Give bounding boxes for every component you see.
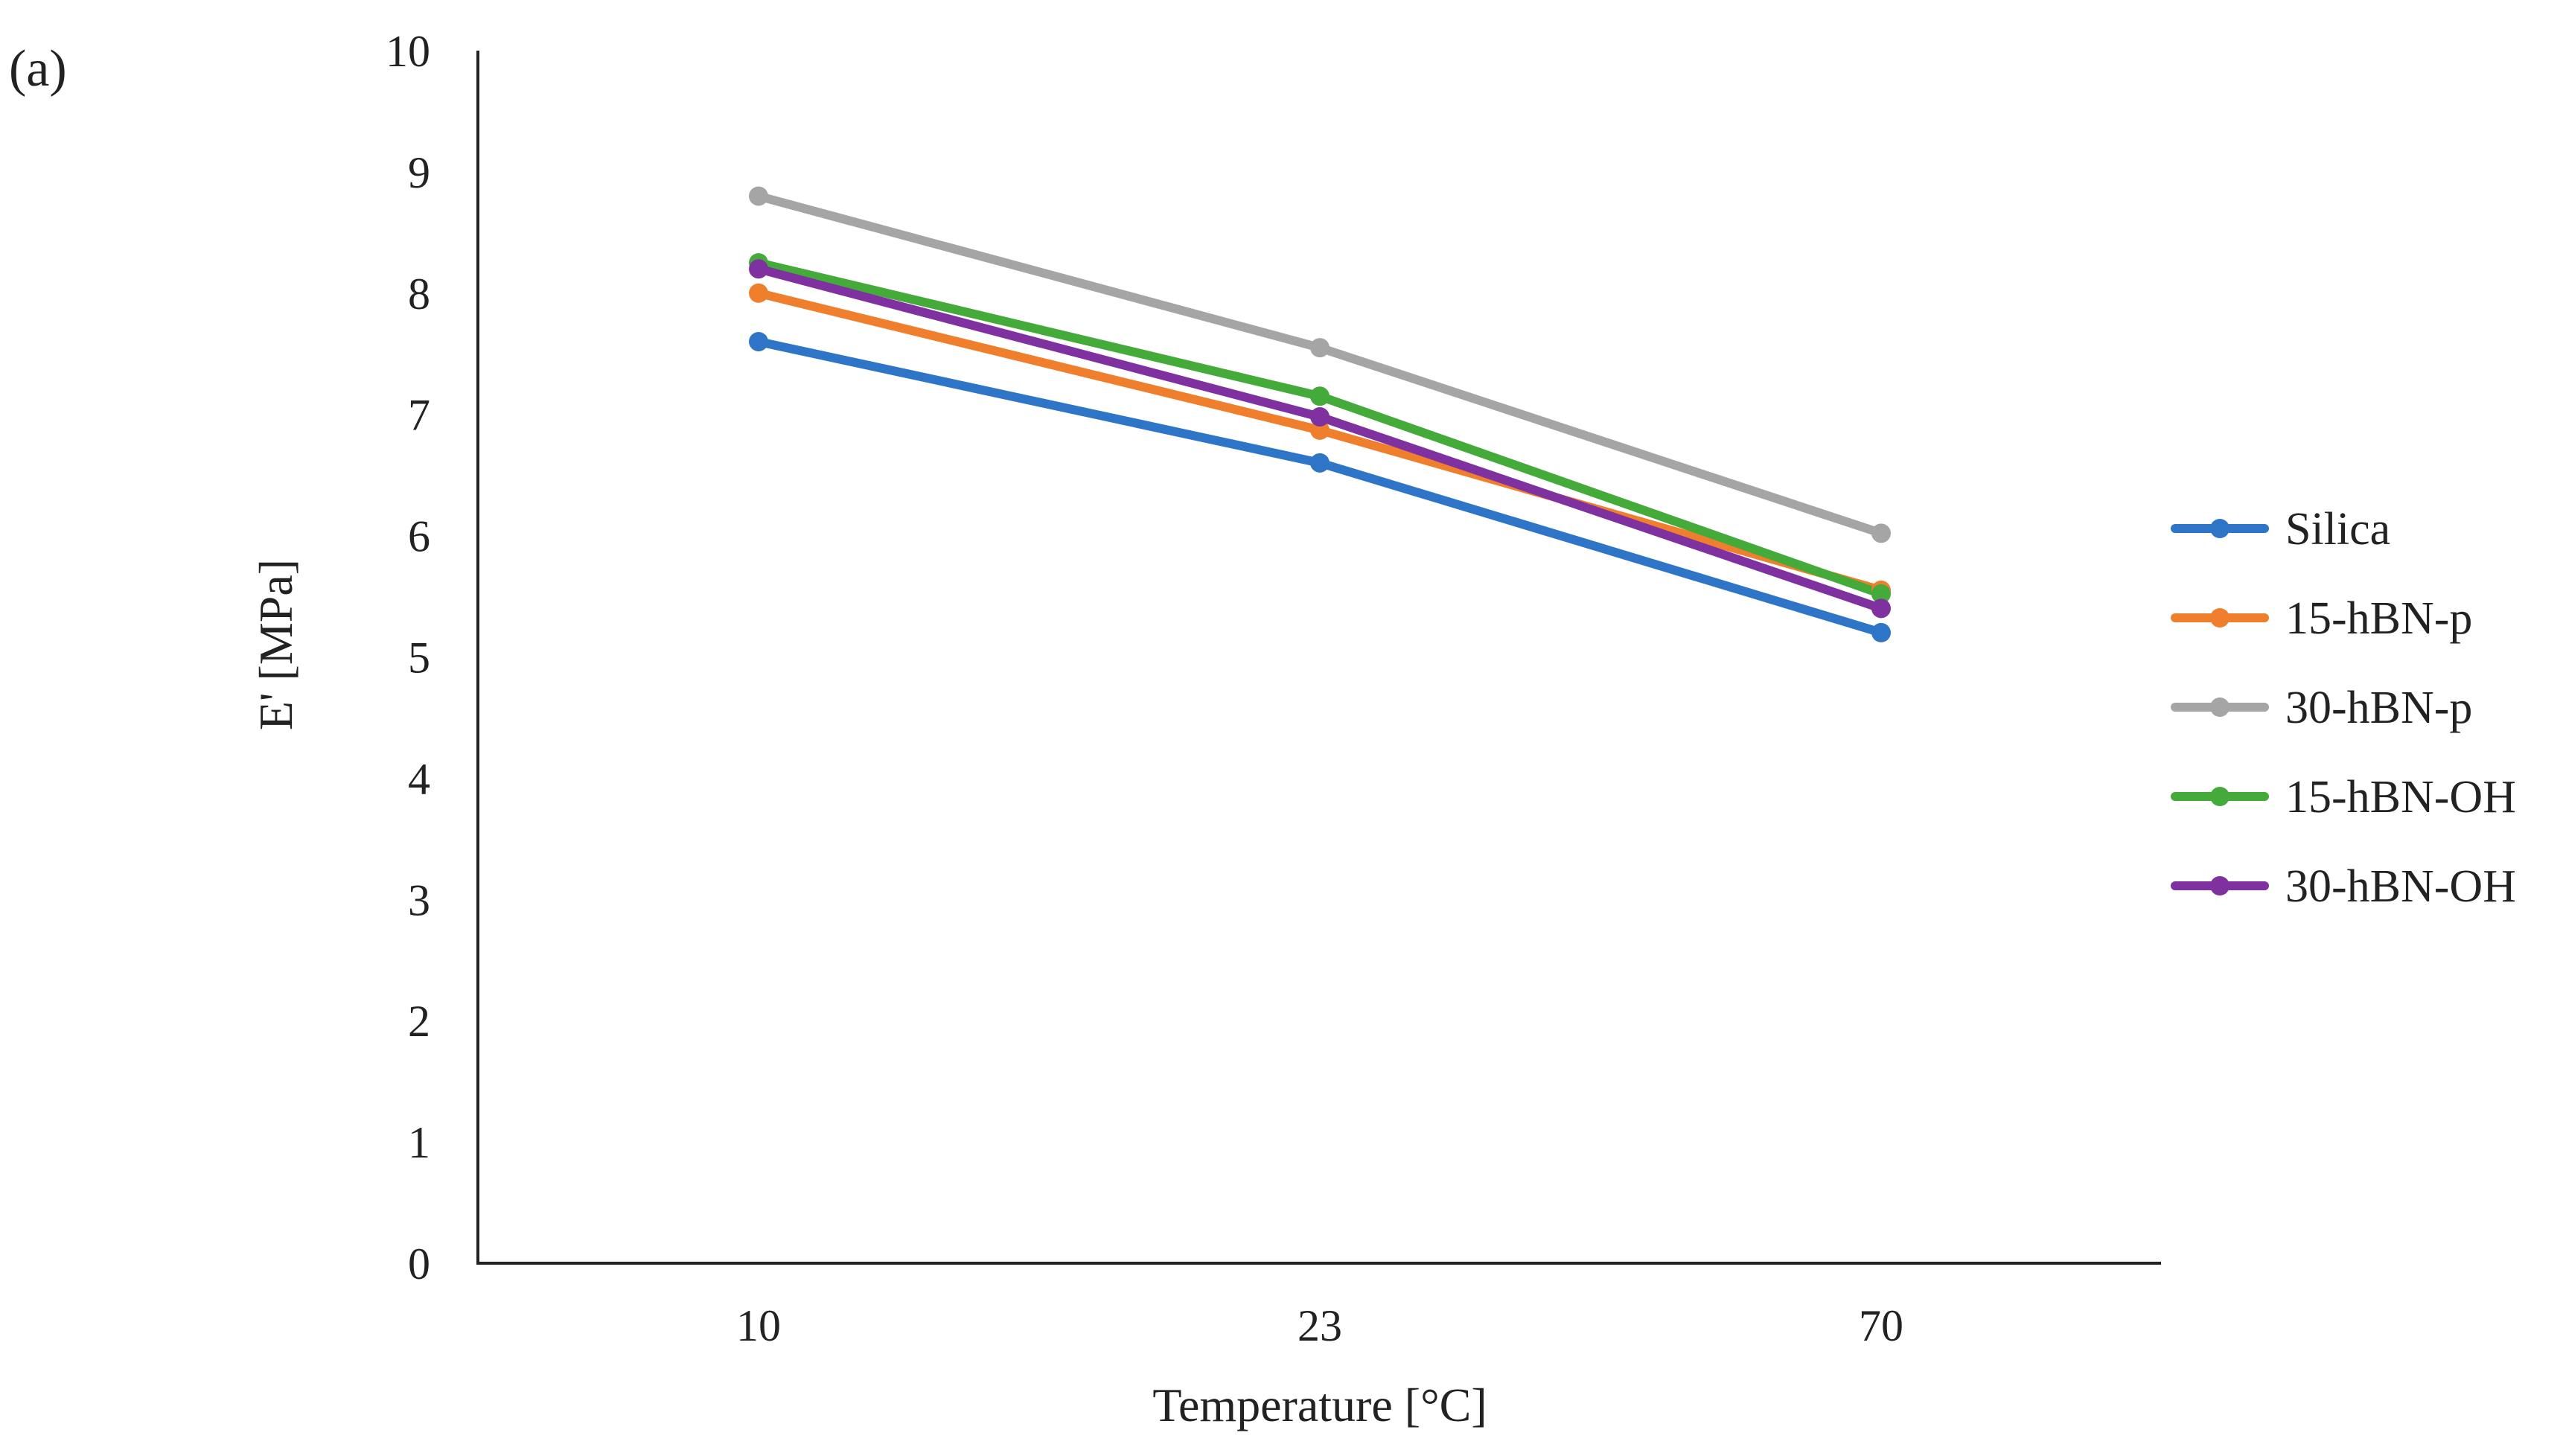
series-line-30-hbn-p xyxy=(754,191,1886,538)
y-tick-label: 2 xyxy=(408,997,430,1046)
legend: Silica 15-hBN-p 30-hBN-p 15-hBN-OH 30-hBN-OH xyxy=(2171,504,2516,912)
data-point-silica xyxy=(1310,453,1330,473)
legend-label: 15-hBN-p xyxy=(2285,593,2472,644)
data-point-15-hbn-oh xyxy=(1310,386,1330,406)
y-tick-label: 9 xyxy=(408,148,430,197)
data-point-30-hbn-p xyxy=(1871,523,1891,543)
y-tick-label: 0 xyxy=(408,1239,430,1289)
axes xyxy=(476,51,2161,1265)
data-point-silica xyxy=(749,331,768,351)
legend-item-30-hbn-p: 30-hBN-p xyxy=(2171,683,2472,733)
legend-item-30-hbn-oh: 30-hBN-OH xyxy=(2171,861,2516,912)
y-tick-label: 6 xyxy=(408,512,430,561)
legend-label: 30-hBN-p xyxy=(2285,683,2472,733)
data-point-15-hbn-p xyxy=(1310,420,1330,440)
y-axis-title: E' [MPa] xyxy=(249,559,302,730)
legend-label: Silica xyxy=(2285,504,2390,555)
data-point-silica xyxy=(1871,622,1891,642)
data-point-30-hbn-p xyxy=(1310,338,1330,358)
legend-swatch-marker xyxy=(2210,608,2230,628)
data-point-30-hbn-p xyxy=(749,186,768,206)
legend-item-silica: Silica xyxy=(2171,504,2390,555)
y-tick-label: 7 xyxy=(408,391,430,440)
legend-swatch-marker xyxy=(2210,787,2230,806)
y-tick-label: 5 xyxy=(408,633,430,683)
panel-label: (a) xyxy=(9,40,67,98)
legend-label: 30-hBN-OH xyxy=(2285,861,2516,912)
x-tick-label: 70 xyxy=(1859,1301,1903,1350)
y-tick-labels: 0 1 2 3 4 5 6 7 8 9 10 xyxy=(386,27,430,1289)
legend-item-15-hbn-p: 15-hBN-p xyxy=(2171,593,2472,644)
data-point-30-hbn-oh xyxy=(1871,598,1891,619)
data-point-15-hbn-p xyxy=(749,283,768,303)
y-tick-label: 10 xyxy=(386,27,430,76)
series-points xyxy=(749,186,1891,642)
legend-swatch-marker xyxy=(2210,519,2230,538)
series-line-15-hbn-p xyxy=(754,288,1886,595)
legend-item-15-hbn-oh: 15-hBN-OH xyxy=(2171,772,2516,823)
legend-label: 15-hBN-OH xyxy=(2285,772,2516,823)
data-point-30-hbn-oh xyxy=(1310,406,1330,427)
y-tick-label: 8 xyxy=(408,269,430,319)
x-axis-title: Temperature [°C] xyxy=(1152,1379,1487,1431)
x-tick-label: 10 xyxy=(736,1301,781,1350)
data-point-30-hbn-oh xyxy=(749,259,768,279)
y-tick-label: 3 xyxy=(408,875,430,925)
series-line-silica xyxy=(754,336,1886,637)
legend-swatch-marker xyxy=(2210,697,2230,717)
x-tick-labels: 10 23 70 xyxy=(736,1301,1903,1350)
legend-swatch-marker xyxy=(2210,876,2230,895)
y-tick-label: 1 xyxy=(408,1118,430,1167)
x-tick-label: 23 xyxy=(1298,1301,1342,1350)
data-point-15-hbn-oh xyxy=(1871,584,1891,604)
y-tick-label: 4 xyxy=(408,754,430,803)
